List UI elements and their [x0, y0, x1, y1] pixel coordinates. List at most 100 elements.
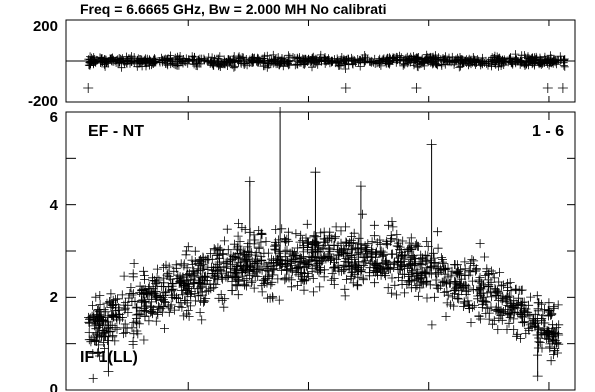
amplitude-point	[129, 259, 139, 268]
amplitude-point	[484, 268, 494, 278]
amplitude-point	[329, 273, 339, 283]
amplitude-point	[100, 343, 109, 353]
amplitude-point	[320, 265, 330, 275]
amplitude-point	[466, 318, 476, 328]
phase-point	[501, 57, 510, 66]
amplitude-point	[198, 253, 208, 263]
phase-point	[234, 54, 243, 63]
amplitude-point	[324, 233, 334, 243]
amplitude-point	[429, 292, 439, 302]
amplitude-point	[327, 269, 337, 278]
phase-point	[171, 53, 180, 62]
amplitude-point	[433, 227, 443, 237]
phase-point	[215, 52, 224, 61]
amplitude-point	[471, 266, 480, 276]
amplitude-point	[154, 301, 163, 311]
amplitude-points	[84, 107, 564, 383]
phase-point	[229, 63, 238, 72]
amplitude-point	[109, 312, 119, 322]
amplitude-point	[483, 303, 493, 313]
amplitude-point	[422, 263, 432, 273]
amplitude-point	[354, 249, 363, 259]
amplitude-point	[133, 309, 143, 319]
amplitude-point	[408, 261, 418, 270]
amplitude-point	[250, 271, 260, 281]
phase-point	[516, 57, 525, 66]
amplitude-point	[208, 268, 218, 278]
phase-point	[230, 58, 239, 67]
amplitude-point	[85, 318, 94, 328]
amplitude-point	[195, 261, 205, 271]
amplitude-point	[250, 235, 260, 245]
amplitude-point	[103, 336, 112, 345]
amplitude-point	[480, 252, 490, 262]
amplitude-point	[126, 283, 136, 292]
amplitude-point	[144, 288, 154, 298]
amplitude-point	[504, 318, 514, 328]
amplitude-point	[464, 266, 474, 276]
amplitude-point	[447, 292, 457, 302]
amplitude-point	[389, 258, 399, 268]
amplitude-point	[412, 274, 422, 284]
amplitude-point	[279, 234, 289, 244]
phase-point	[239, 59, 248, 68]
amplitude-point	[213, 243, 223, 253]
amplitude-point	[151, 316, 161, 326]
phase-point	[88, 56, 97, 65]
amplitude-point	[140, 284, 150, 294]
amplitude-point	[223, 273, 233, 283]
amplitude-point	[319, 227, 329, 237]
phase-point	[296, 57, 305, 66]
amplitude-point	[371, 247, 381, 257]
amplitude-point	[95, 291, 105, 300]
phase-point	[423, 53, 432, 62]
amplitude-point	[316, 228, 326, 238]
amplitude-point	[428, 248, 438, 258]
amplitude-point	[235, 237, 245, 247]
phase-point	[280, 55, 289, 64]
phase-point	[418, 54, 427, 63]
amplitude-point	[512, 329, 522, 339]
amplitude-point	[150, 290, 160, 300]
amplitude-point	[548, 334, 558, 344]
amplitude-point	[159, 263, 169, 272]
phase-point	[102, 56, 110, 64]
amplitude-point	[494, 296, 503, 306]
amplitude-point	[390, 280, 400, 290]
amplitude-point	[422, 237, 432, 246]
phase-point	[263, 63, 272, 72]
amplitude-point	[481, 297, 491, 307]
phase-point	[367, 56, 376, 65]
amplitude-point	[481, 297, 491, 306]
phase-point	[155, 57, 164, 66]
phase-point	[132, 59, 141, 68]
amplitude-point	[394, 264, 404, 274]
amplitude-point	[94, 315, 104, 325]
phase-point	[458, 59, 467, 68]
phase-point	[549, 56, 558, 65]
amplitude-point	[340, 245, 350, 255]
amplitude-point	[405, 255, 415, 265]
amplitude-ticks	[66, 111, 575, 391]
amplitude-point	[204, 285, 214, 295]
amplitude-point	[214, 293, 224, 303]
amplitude-point	[403, 245, 413, 255]
amplitude-tick-label-0: 0	[50, 381, 58, 392]
phase-point	[291, 61, 300, 70]
phase-point	[388, 56, 397, 65]
phase-point	[259, 62, 268, 71]
amplitude-point	[222, 224, 232, 234]
amplitude-point	[117, 290, 127, 300]
amplitude-point	[549, 303, 558, 313]
amplitude-point	[475, 239, 485, 249]
phase-point	[440, 55, 449, 64]
amplitude-point	[190, 246, 200, 256]
amplitude-point	[345, 250, 355, 260]
amplitude-point	[238, 263, 248, 273]
amplitude-point	[284, 227, 293, 237]
amplitude-point	[294, 262, 304, 272]
amplitude-point	[315, 282, 325, 292]
amplitude-point	[227, 260, 237, 270]
amplitude-point	[161, 260, 171, 270]
phase-point	[397, 53, 406, 62]
